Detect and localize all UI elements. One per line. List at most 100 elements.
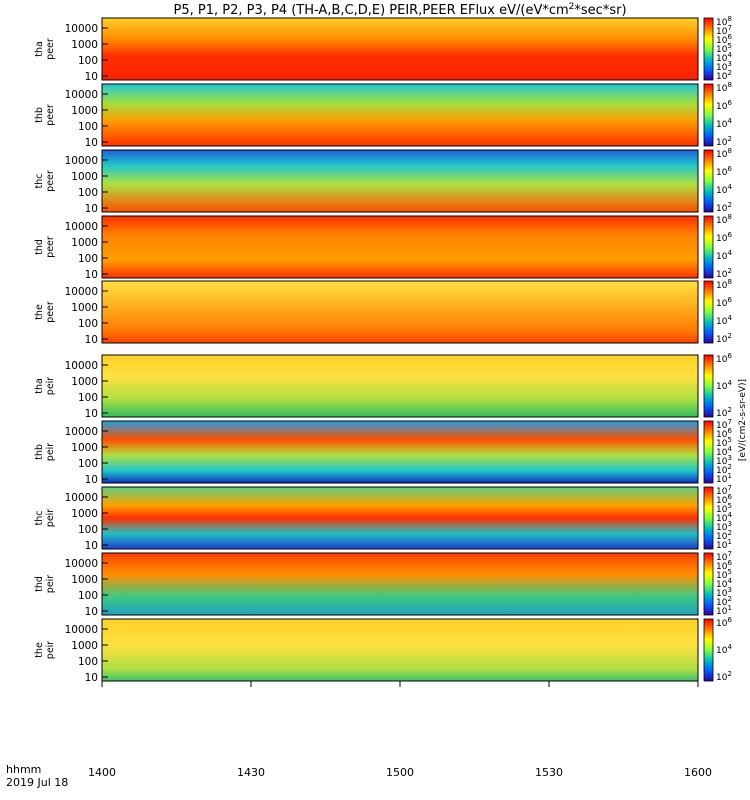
time-axis-date-label: 2019 Jul 18 xyxy=(6,776,68,789)
panel-thd-peer: 10000 1000 100 10 thdpeer 108 106 104 102 xyxy=(34,213,732,281)
colorbar xyxy=(703,552,714,616)
panel-thc-peer: 10000 1000 100 10 thcpeer 108 106 104 102 xyxy=(34,147,732,215)
y-tick-label: 100 xyxy=(78,656,98,668)
colorbar-tick-label: 103 xyxy=(716,586,732,599)
colorbar xyxy=(703,149,714,213)
panel-tha-peer: 10000 1000 100 10 thapeer 1081071061051041031… xyxy=(34,15,732,83)
y-tick-label: 10 xyxy=(85,334,98,346)
colorbar xyxy=(703,280,714,344)
colorbar-tick-label: 104 xyxy=(716,249,732,262)
panel-the-peir: 10000 1000 100 10 thepeir 106 104 102 xyxy=(34,616,732,684)
colorbar-tick-label: 102 xyxy=(716,201,732,214)
colorbar-tick-label: 102 xyxy=(716,135,732,148)
y-tick-label: 10000 xyxy=(65,23,98,35)
colorbar-tick-label: 108 xyxy=(716,81,732,94)
spectrogram-thb-peer xyxy=(101,83,699,147)
colorbar-tick-label: 107 xyxy=(716,550,732,563)
panel-label: thbpeir xyxy=(34,443,56,462)
time-axis: 1400 1430 1500 1530 1600 xyxy=(88,681,712,779)
y-tick-label: 1000 xyxy=(71,237,98,249)
y-tick-label: 10000 xyxy=(65,286,98,298)
spectrogram-thd-peer xyxy=(101,215,699,279)
colorbar-tick-label: 108 xyxy=(716,15,732,28)
panels-group: 10000100010010thapeer1081071061051041031… xyxy=(34,15,732,684)
y-tick-label: 100 xyxy=(78,524,98,536)
y-tick-label: 100 xyxy=(78,458,98,470)
colorbar-tick-label: 102 xyxy=(716,332,732,345)
panel-label: thbpeer xyxy=(34,104,56,126)
colorbar-tick-label: 106 xyxy=(716,616,732,629)
y-tick-label: 1000 xyxy=(71,442,98,454)
colorbar-axis-title: [eV/(cm2-s-sr-eV)] xyxy=(738,379,748,461)
spectrogram-thb-peir xyxy=(101,420,699,484)
time-axis-unit-label: hhmm xyxy=(6,763,41,776)
y-tick-label: 10 xyxy=(85,71,98,83)
y-tick-label: 10000 xyxy=(65,155,98,167)
colorbar-tick-label: 104 xyxy=(716,314,732,327)
colorbar-tick-label: 108 xyxy=(716,147,732,160)
colorbar-tick-label: 106 xyxy=(716,559,732,572)
colorbar-tick-label: 102 xyxy=(716,529,732,542)
colorbar-tick-label: 104 xyxy=(716,511,732,524)
x-tick-label: 1600 xyxy=(684,766,712,779)
colorbar-tick-label: 106 xyxy=(716,33,732,46)
colorbar-tick-label: 106 xyxy=(716,231,732,244)
y-tick-label: 100 xyxy=(78,590,98,602)
panel-label: thapeir xyxy=(34,377,56,396)
colorbar-tick-label: 108 xyxy=(716,278,732,291)
colorbar-tick-label: 103 xyxy=(716,60,732,73)
y-tick-label: 1000 xyxy=(71,376,98,388)
y-tick-label: 100 xyxy=(78,121,98,133)
spectrogram-tha-peir xyxy=(101,354,699,418)
y-tick-label: 10 xyxy=(85,137,98,149)
panel-thb-peer: 10000 1000 100 10 thbpeer 108 106 104 102 xyxy=(34,81,732,149)
colorbar xyxy=(703,354,714,418)
spectrogram-the-peir xyxy=(101,618,699,682)
colorbar-tick-label: 106 xyxy=(716,296,732,309)
colorbar-tick-label: 102 xyxy=(716,595,732,608)
colorbar-tick-label: 102 xyxy=(716,406,732,419)
panel-the-peer: 10000 1000 100 10 thepeer 108 106 104 102 xyxy=(34,278,732,346)
y-tick-label: 10000 xyxy=(65,624,98,636)
colorbar-tick-label: 105 xyxy=(716,568,732,581)
colorbar xyxy=(703,486,714,550)
y-tick-label: 10000 xyxy=(65,221,98,233)
panel-label: thdpeir xyxy=(34,575,56,594)
spectrogram-thc-peir xyxy=(101,486,699,550)
y-tick-label: 1000 xyxy=(71,508,98,520)
colorbar xyxy=(703,83,714,147)
colorbar-tick-label: 102 xyxy=(716,463,732,476)
y-tick-label: 10000 xyxy=(65,89,98,101)
colorbar-tick-label: 108 xyxy=(716,213,732,226)
y-tick-label: 10 xyxy=(85,408,98,420)
y-tick-label: 100 xyxy=(78,187,98,199)
spectrogram-the-peer xyxy=(101,280,699,344)
colorbar-tick-label: 107 xyxy=(716,24,732,37)
colorbar-tick-label: 104 xyxy=(716,643,732,656)
y-tick-label: 100 xyxy=(78,318,98,330)
x-tick-label: 1430 xyxy=(237,766,265,779)
colorbar-tick-label: 105 xyxy=(716,502,732,515)
spectrogram-tha-peer xyxy=(101,17,699,81)
colorbar xyxy=(703,17,714,81)
colorbar-tick-label: 107 xyxy=(716,418,732,431)
colorbar-tick-label: 102 xyxy=(716,267,732,280)
panel-label: thepeer xyxy=(34,301,56,323)
colorbar-tick-label: 104 xyxy=(716,379,732,392)
colorbar-tick-label: 101 xyxy=(716,604,732,617)
y-tick-label: 1000 xyxy=(71,39,98,51)
colorbar-tick-label: 106 xyxy=(716,99,732,112)
colorbar-tick-label: 104 xyxy=(716,183,732,196)
y-tick-label: 100 xyxy=(78,55,98,67)
y-tick-label: 10000 xyxy=(65,492,98,504)
y-tick-label: 10 xyxy=(85,269,98,281)
colorbar-tick-label: 104 xyxy=(716,51,732,64)
colorbar-tick-label: 104 xyxy=(716,577,732,590)
y-tick-label: 10000 xyxy=(65,426,98,438)
y-tick-label: 10000 xyxy=(65,360,98,372)
y-tick-label: 10 xyxy=(85,672,98,684)
panel-thd-peir: 10000 1000 100 10 thdpeir 1071061051041031021… xyxy=(34,550,732,618)
figure-title: P5, P1, P2, P3, P4 (TH-A,B,C,D,E) PEIR,P… xyxy=(173,2,626,18)
panel-tha-peir: 10000 1000 100 10 thapeir 106 104 102 xyxy=(34,352,732,420)
